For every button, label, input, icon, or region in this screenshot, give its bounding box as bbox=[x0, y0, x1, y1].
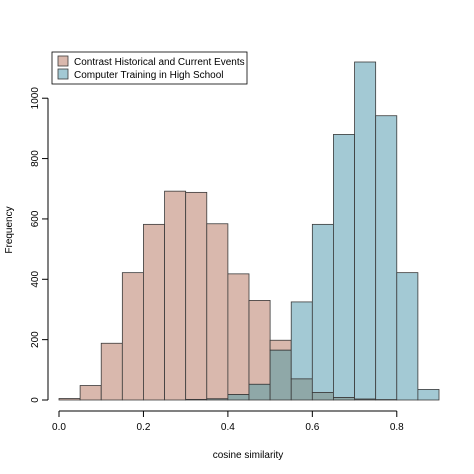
bar-overlap-11 bbox=[290, 378, 313, 401]
bar-overlap-13 bbox=[333, 397, 355, 401]
bar-computer-17 bbox=[417, 389, 440, 401]
bar-overlap-12 bbox=[311, 392, 334, 401]
bar-overlap-14 bbox=[354, 398, 377, 401]
y-tick-label: 0 bbox=[30, 397, 41, 403]
bar-computer-15 bbox=[375, 115, 398, 401]
bar-overlap-9 bbox=[248, 383, 271, 401]
y-axis-label: Frequency bbox=[4, 206, 15, 253]
bar-computer-11 bbox=[290, 301, 313, 380]
legend-label-computer: Computer Training in High School bbox=[74, 70, 224, 81]
legend-box bbox=[51, 51, 248, 85]
y-tick-label: 200 bbox=[30, 331, 41, 348]
bar-contrast-4 bbox=[143, 223, 165, 401]
bar-contrast-1 bbox=[79, 385, 102, 401]
y-tick-label: 1000 bbox=[30, 87, 41, 110]
x-tick-label: 0.0 bbox=[52, 422, 66, 433]
y-tick-label: 800 bbox=[30, 150, 41, 167]
bar-contrast-6 bbox=[185, 191, 208, 400]
y-tick-label: 600 bbox=[30, 210, 41, 227]
bar-contrast-2 bbox=[100, 342, 123, 401]
bar-contrast-8 bbox=[227, 273, 250, 395]
bar-contrast-7 bbox=[206, 223, 229, 400]
x-axis-label: cosine similarity bbox=[213, 450, 284, 461]
bar-contrast-9 bbox=[248, 300, 271, 385]
legend-label-contrast: Contrast Historical and Current Events bbox=[74, 57, 245, 68]
bar-computer-12 bbox=[311, 223, 334, 393]
bar-computer-16 bbox=[396, 272, 419, 401]
x-axis: 0.0 0.2 0.4 0.6 0.8 bbox=[52, 410, 404, 433]
legend-swatch-computer bbox=[57, 68, 69, 80]
bar-computer-13 bbox=[333, 134, 355, 398]
x-tick-label: 0.2 bbox=[136, 422, 150, 433]
bar-overlap-7 bbox=[206, 398, 229, 401]
bar-contrast-3 bbox=[121, 272, 144, 401]
bar-overlap-10 bbox=[269, 349, 292, 401]
bars-layer bbox=[58, 61, 440, 401]
x-tick-label: 0.8 bbox=[390, 422, 404, 433]
bar-contrast-5 bbox=[164, 190, 187, 401]
legend: Contrast Historical and Current Events C… bbox=[51, 51, 248, 85]
bar-computer-14 bbox=[354, 61, 377, 400]
legend-swatch-contrast bbox=[57, 55, 69, 67]
y-tick-label: 400 bbox=[30, 271, 41, 288]
x-tick-label: 0.6 bbox=[305, 422, 319, 433]
bar-overlap-8 bbox=[227, 394, 250, 401]
y-axis: 0 200 400 600 800 1000 bbox=[30, 87, 49, 403]
bar-contrast-0 bbox=[58, 398, 81, 401]
x-tick-label: 0.4 bbox=[221, 422, 235, 433]
bar-overlap-6 bbox=[185, 398, 208, 401]
bar-contrast-10 bbox=[269, 339, 292, 351]
